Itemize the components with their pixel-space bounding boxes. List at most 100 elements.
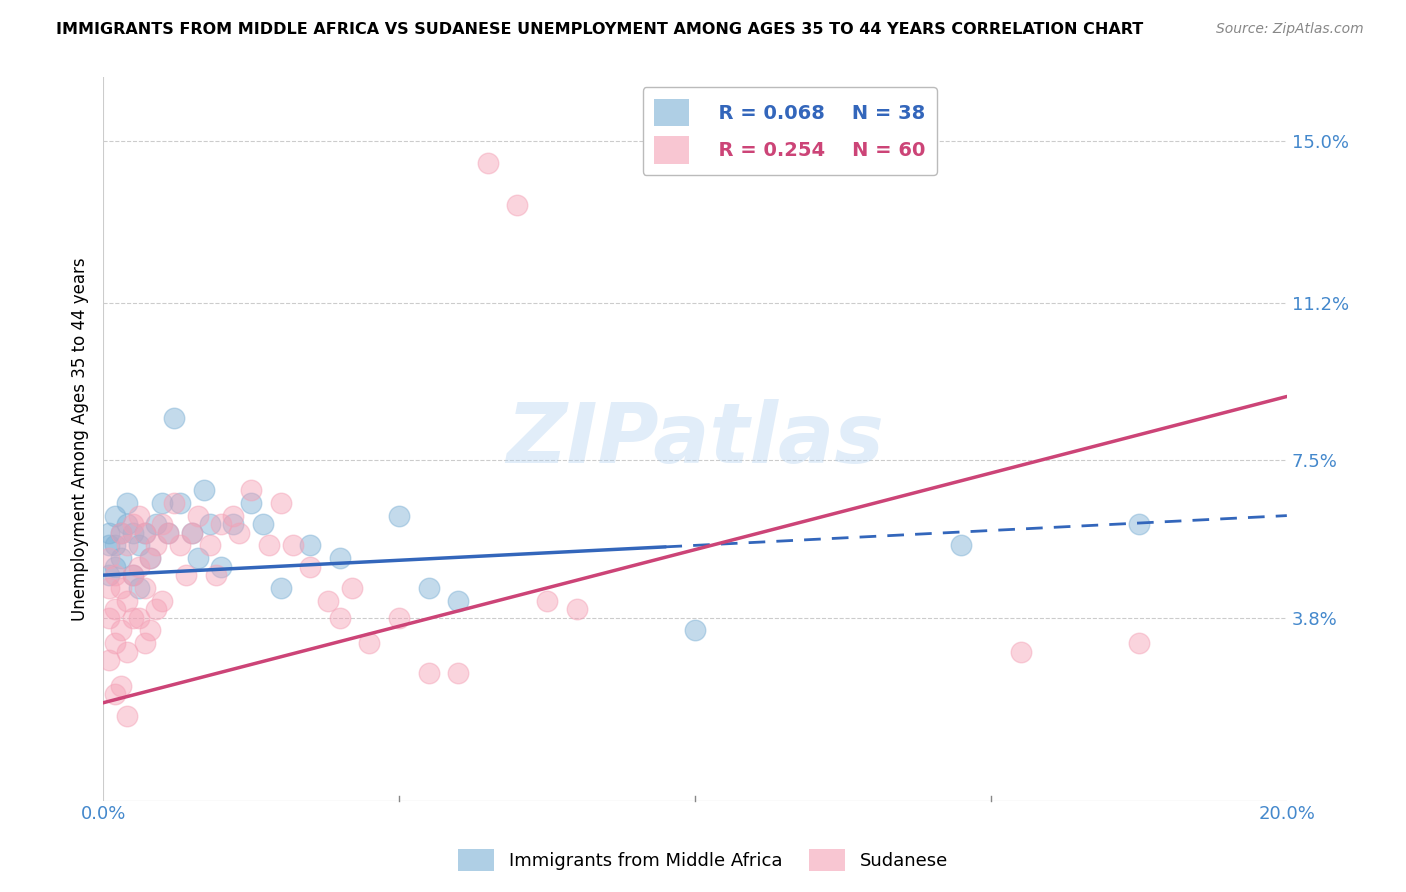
- Point: [128, 559, 150, 574]
- Point: [1128, 517, 1150, 532]
- Point: [565, 602, 588, 616]
- Point: [211, 517, 233, 532]
- Point: [180, 525, 202, 540]
- Point: [257, 538, 280, 552]
- Point: [447, 593, 470, 607]
- Point: [418, 581, 440, 595]
- Point: [115, 517, 138, 532]
- Point: [104, 508, 127, 523]
- Text: ZIPatlas: ZIPatlas: [506, 399, 884, 480]
- Point: [104, 602, 127, 616]
- Point: [110, 624, 132, 638]
- Point: [134, 581, 156, 595]
- Point: [329, 551, 352, 566]
- Point: [281, 538, 304, 552]
- Point: [150, 517, 173, 532]
- Point: [418, 665, 440, 680]
- Point: [222, 517, 245, 532]
- Point: [447, 665, 470, 680]
- Point: [228, 525, 250, 540]
- Point: [134, 525, 156, 540]
- Point: [211, 559, 233, 574]
- Point: [139, 551, 162, 566]
- Point: [174, 568, 197, 582]
- Point: [139, 624, 162, 638]
- Text: Source: ZipAtlas.com: Source: ZipAtlas.com: [1216, 22, 1364, 37]
- Point: [110, 679, 132, 693]
- Text: IMMIGRANTS FROM MIDDLE AFRICA VS SUDANESE UNEMPLOYMENT AMONG AGES 35 TO 44 YEARS: IMMIGRANTS FROM MIDDLE AFRICA VS SUDANES…: [56, 22, 1143, 37]
- Point: [150, 496, 173, 510]
- Point: [110, 525, 132, 540]
- Point: [157, 525, 180, 540]
- Point: [145, 602, 167, 616]
- Point: [104, 568, 127, 582]
- Point: [1128, 636, 1150, 650]
- Point: [115, 496, 138, 510]
- Point: [169, 496, 191, 510]
- Point: [115, 645, 138, 659]
- Point: [340, 581, 363, 595]
- Legend:   R = 0.068    N = 38,   R = 0.254    N = 60: R = 0.068 N = 38, R = 0.254 N = 60: [643, 87, 936, 175]
- Point: [121, 568, 143, 582]
- Point: [115, 538, 138, 552]
- Point: [299, 538, 322, 552]
- Point: [359, 636, 381, 650]
- Point: [121, 525, 143, 540]
- Point: [187, 508, 209, 523]
- Point: [110, 581, 132, 595]
- Point: [134, 636, 156, 650]
- Point: [104, 636, 127, 650]
- Point: [121, 610, 143, 624]
- Point: [104, 687, 127, 701]
- Point: [950, 538, 973, 552]
- Point: [169, 538, 191, 552]
- Point: [163, 410, 186, 425]
- Point: [270, 581, 292, 595]
- Point: [316, 593, 339, 607]
- Point: [98, 653, 121, 667]
- Point: [198, 517, 221, 532]
- Point: [98, 538, 121, 552]
- Point: [128, 610, 150, 624]
- Point: [536, 593, 558, 607]
- Point: [388, 508, 411, 523]
- Point: [98, 610, 121, 624]
- Point: [683, 624, 706, 638]
- Legend: Immigrants from Middle Africa, Sudanese: Immigrants from Middle Africa, Sudanese: [451, 842, 955, 879]
- Point: [506, 198, 529, 212]
- Point: [128, 538, 150, 552]
- Point: [98, 525, 121, 540]
- Point: [128, 581, 150, 595]
- Point: [157, 525, 180, 540]
- Point: [121, 517, 143, 532]
- Point: [477, 155, 499, 169]
- Point: [193, 483, 215, 497]
- Point: [163, 496, 186, 510]
- Point: [270, 496, 292, 510]
- Point: [110, 551, 132, 566]
- Point: [299, 559, 322, 574]
- Point: [115, 593, 138, 607]
- Point: [145, 538, 167, 552]
- Point: [145, 517, 167, 532]
- Point: [187, 551, 209, 566]
- Point: [104, 559, 127, 574]
- Point: [128, 508, 150, 523]
- Point: [98, 568, 121, 582]
- Point: [115, 708, 138, 723]
- Point: [222, 508, 245, 523]
- Point: [134, 525, 156, 540]
- Point: [98, 581, 121, 595]
- Point: [121, 568, 143, 582]
- Point: [110, 525, 132, 540]
- Point: [150, 593, 173, 607]
- Point: [198, 538, 221, 552]
- Point: [98, 551, 121, 566]
- Point: [204, 568, 226, 582]
- Y-axis label: Unemployment Among Ages 35 to 44 years: Unemployment Among Ages 35 to 44 years: [72, 257, 89, 621]
- Point: [240, 483, 263, 497]
- Point: [180, 525, 202, 540]
- Point: [1010, 645, 1032, 659]
- Point: [388, 610, 411, 624]
- Point: [240, 496, 263, 510]
